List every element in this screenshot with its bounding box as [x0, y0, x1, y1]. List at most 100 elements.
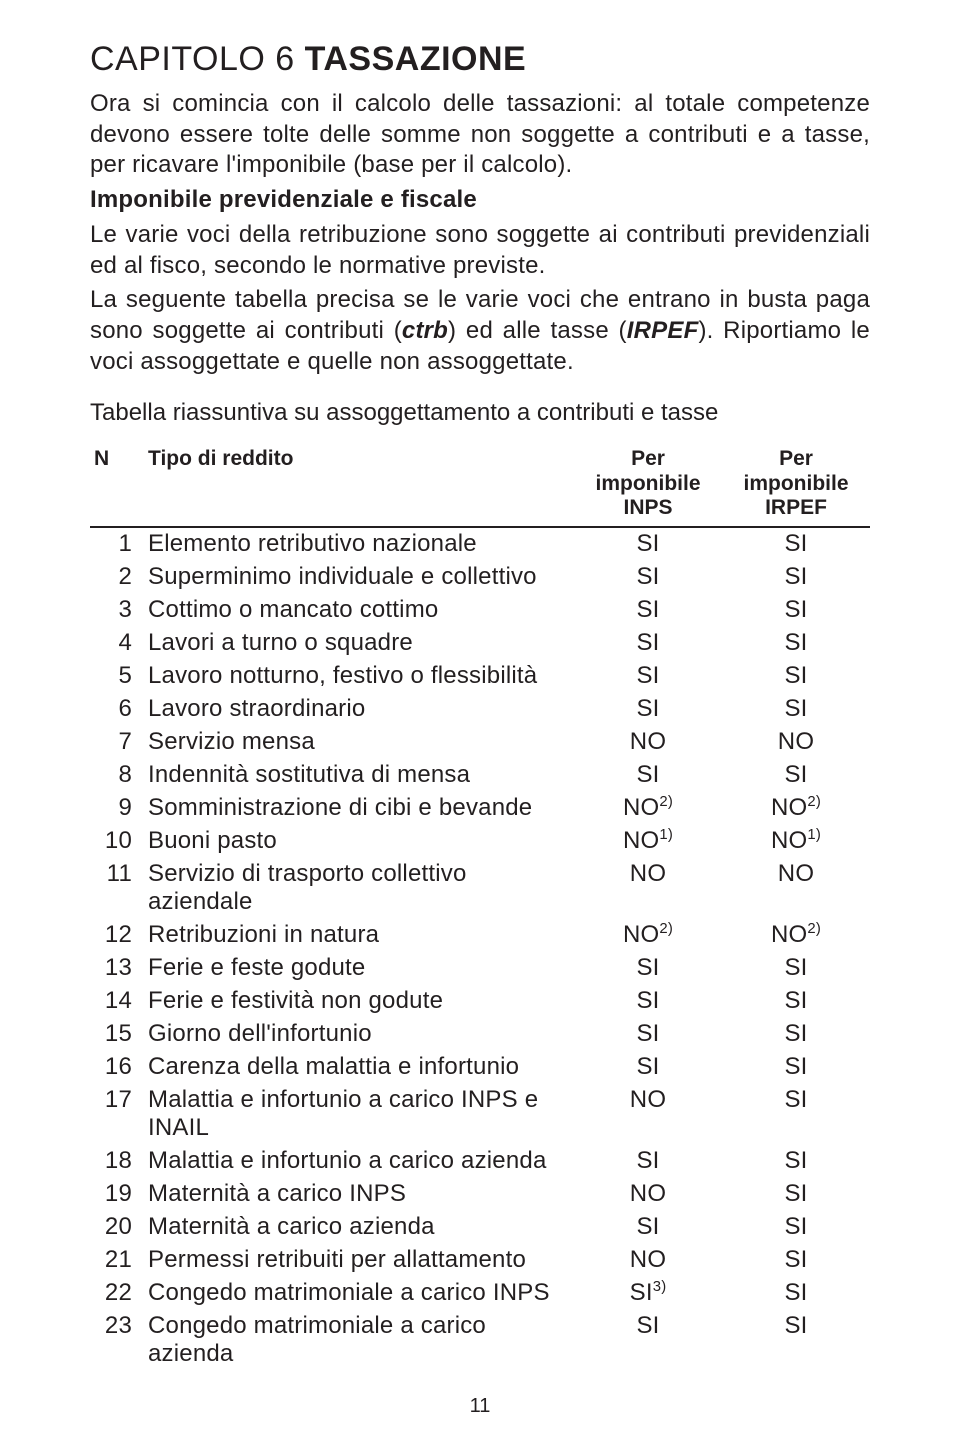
cell-desc: Lavoro straordinario	[144, 693, 574, 726]
cell-desc: Elemento retributivo nazionale	[144, 527, 574, 561]
cell-irpef-sup: 2)	[807, 921, 821, 937]
cell-inps: SI	[574, 693, 722, 726]
cell-inps-sup: 2)	[659, 921, 673, 937]
cell-inps: SI	[574, 660, 722, 693]
table-row: 15Giorno dell'infortunioSISI	[90, 1018, 870, 1051]
cell-desc: Congedo matrimoniale a carico azienda	[144, 1310, 574, 1371]
cell-desc: Ferie e festività non godute	[144, 985, 574, 1018]
cell-n: 17	[90, 1084, 144, 1145]
col-n: N	[90, 447, 144, 526]
cell-irpef: SI	[722, 1277, 870, 1310]
cell-inps: SI	[574, 627, 722, 660]
cell-n: 10	[90, 825, 144, 858]
chapter-title: CAPITOLO 6 TASSAZIONE	[90, 40, 870, 79]
cell-inps: SI	[574, 1145, 722, 1178]
cell-irpef: SI	[722, 1244, 870, 1277]
cell-desc: Ferie e feste godute	[144, 952, 574, 985]
cell-irpef: SI	[722, 952, 870, 985]
table-row: 13Ferie e feste goduteSISI	[90, 952, 870, 985]
table-row: 1Elemento retributivo nazionaleSISI	[90, 527, 870, 561]
cell-desc: Carenza della malattia e infortunio	[144, 1051, 574, 1084]
table-row: 8Indennità sostitutiva di mensaSISI	[90, 759, 870, 792]
col-irpef-l2: IRPEF	[765, 496, 827, 519]
p3-irpef: IRPEF	[627, 317, 699, 344]
cell-desc: Retribuzioni in natura	[144, 919, 574, 952]
cell-inps: NO	[574, 1178, 722, 1211]
chapter-bold: TASSAZIONE	[305, 40, 527, 78]
cell-n: 18	[90, 1145, 144, 1178]
cell-irpef: SI	[722, 527, 870, 561]
cell-n: 6	[90, 693, 144, 726]
cell-irpef: SI	[722, 1018, 870, 1051]
cell-n: 9	[90, 792, 144, 825]
cell-n: 5	[90, 660, 144, 693]
intro-paragraph: Ora si comincia con il calcolo delle tas…	[90, 89, 870, 181]
cell-desc: Indennità sostitutiva di mensa	[144, 759, 574, 792]
table-row: 21Permessi retribuiti per allattamentoNO…	[90, 1244, 870, 1277]
cell-irpef: NO1)	[722, 825, 870, 858]
cell-n: 16	[90, 1051, 144, 1084]
cell-irpef: SI	[722, 627, 870, 660]
cell-inps: NO	[574, 1244, 722, 1277]
table-row: 14Ferie e festività non goduteSISI	[90, 985, 870, 1018]
cell-inps: NO1)	[574, 825, 722, 858]
table-row: 18Malattia e infortunio a carico azienda…	[90, 1145, 870, 1178]
p3-part-b: ) ed alle tasse (	[448, 317, 627, 344]
cell-desc: Buoni pasto	[144, 825, 574, 858]
cell-inps-sup: 1)	[659, 827, 673, 843]
cell-n: 21	[90, 1244, 144, 1277]
table-row: 22Congedo matrimoniale a carico INPS SI 3)…	[90, 1277, 870, 1310]
cell-irpef: SI	[722, 985, 870, 1018]
cell-n: 22	[90, 1277, 144, 1310]
cell-inps: SI	[574, 1310, 722, 1371]
cell-desc: Servizio mensa	[144, 726, 574, 759]
table-row: 6Lavoro straordinarioSISI	[90, 693, 870, 726]
cell-desc: Lavori a turno o squadre	[144, 627, 574, 660]
table-row: 23Congedo matrimoniale a carico aziendaS…	[90, 1310, 870, 1371]
cell-desc: Somministrazione di cibi e bevande	[144, 792, 574, 825]
cell-n: 1	[90, 527, 144, 561]
cell-irpef: SI	[722, 1211, 870, 1244]
table-row: 2Superminimo individuale e collettivoSIS…	[90, 561, 870, 594]
cell-n: 4	[90, 627, 144, 660]
p3-ctrb: ctrb	[402, 317, 448, 344]
cell-n: 8	[90, 759, 144, 792]
cell-desc: Congedo matrimoniale a carico INPS	[144, 1277, 574, 1310]
cell-n: 7	[90, 726, 144, 759]
table-head: N Tipo di reddito Per imponibile INPS Pe…	[90, 447, 870, 526]
table-row: 11Servizio di trasporto collettivo azien…	[90, 858, 870, 919]
cell-n: 15	[90, 1018, 144, 1051]
cell-inps: NO	[574, 726, 722, 759]
cell-desc: Giorno dell'infortunio	[144, 1018, 574, 1051]
col-irpef-l1: Per imponibile	[744, 447, 849, 494]
cell-irpef: NO	[722, 858, 870, 919]
cell-irpef: SI	[722, 561, 870, 594]
cell-inps: SI	[574, 985, 722, 1018]
cell-n: 11	[90, 858, 144, 919]
table-row: 16Carenza della malattia e infortunioSIS…	[90, 1051, 870, 1084]
table-row: 5Lavoro notturno, festivo o flessibilità…	[90, 660, 870, 693]
cell-n: 20	[90, 1211, 144, 1244]
cell-irpef: SI	[722, 660, 870, 693]
cell-desc: Servizio di trasporto collettivo azienda…	[144, 858, 574, 919]
cell-n: 19	[90, 1178, 144, 1211]
subheading: Imponibile previdenziale e fiscale	[90, 185, 870, 216]
cell-inps: NO2)	[574, 792, 722, 825]
cell-irpef-sup: 2)	[807, 794, 821, 810]
cell-irpef: NO2)	[722, 792, 870, 825]
cell-inps: SI	[574, 952, 722, 985]
col-irpef: Per imponibile IRPEF	[722, 447, 870, 526]
col-inps-l2: INPS	[623, 496, 672, 519]
cell-n: 14	[90, 985, 144, 1018]
table-row: 17Malattia e infortunio a carico INPS e …	[90, 1084, 870, 1145]
page-number: 11	[90, 1395, 870, 1418]
table-row: 4Lavori a turno o squadreSISI	[90, 627, 870, 660]
cell-desc: Malattia e infortunio a carico INPS e IN…	[144, 1084, 574, 1145]
cell-desc: Superminimo individuale e collettivo	[144, 561, 574, 594]
cell-desc: Maternità a carico azienda	[144, 1211, 574, 1244]
col-tipo: Tipo di reddito	[144, 447, 574, 526]
cell-inps: SI	[574, 527, 722, 561]
cell-inps-sup: 3)	[653, 1279, 667, 1295]
cell-inps: SI	[574, 759, 722, 792]
cell-desc: Permessi retribuiti per allattamento	[144, 1244, 574, 1277]
